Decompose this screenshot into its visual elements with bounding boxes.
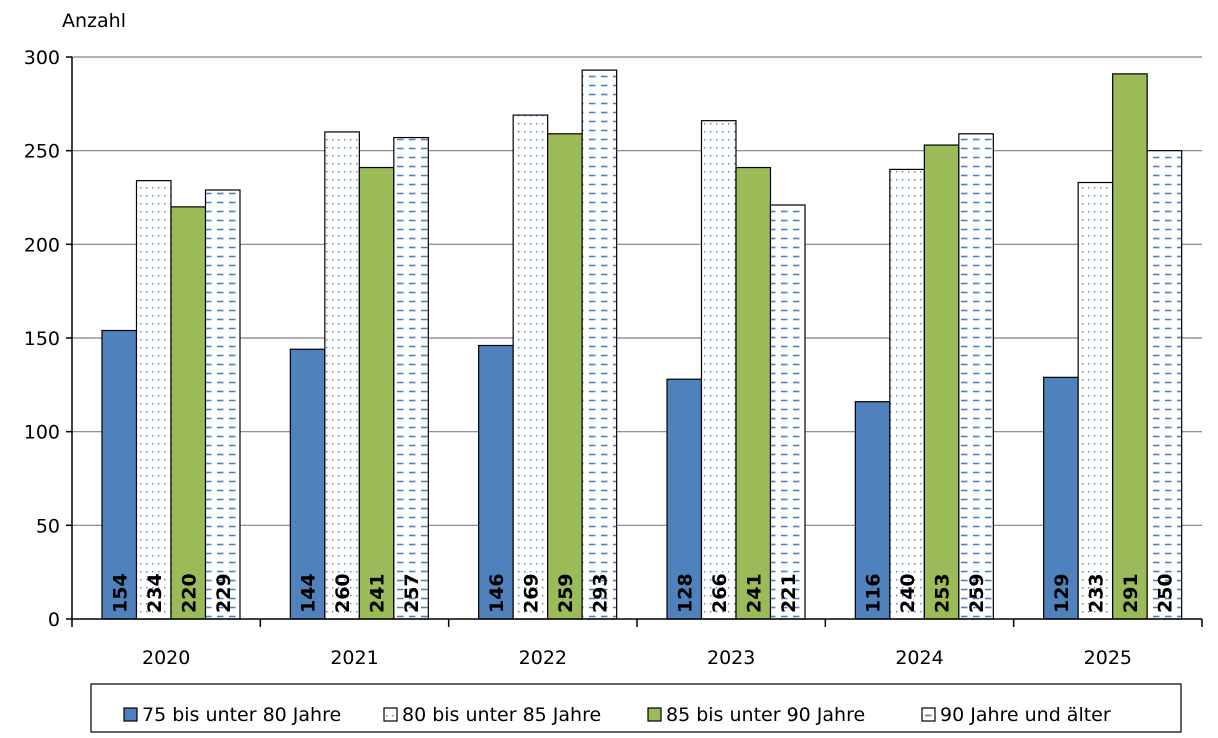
bar-value-label: 259 bbox=[555, 573, 577, 613]
bar-value-label: 220 bbox=[178, 573, 200, 613]
bar-value-label: 269 bbox=[520, 573, 542, 613]
value-labels: 154 234 220 229 144 260 241 257 146 269 259 293 128 2… bbox=[109, 573, 1176, 613]
y-tick-label: 300 bbox=[24, 47, 60, 69]
y-axis-label: Anzahl bbox=[62, 10, 126, 32]
bar bbox=[358, 166, 395, 620]
bar bbox=[666, 378, 703, 620]
bar-value-label: 221 bbox=[778, 573, 800, 613]
x-tick-label: 2023 bbox=[707, 647, 755, 669]
bar bbox=[889, 168, 925, 620]
legend-swatch bbox=[123, 707, 138, 722]
bar-value-label: 253 bbox=[932, 573, 954, 613]
y-tick-label: 250 bbox=[24, 141, 60, 163]
bar-value-label: 128 bbox=[674, 573, 696, 613]
bar bbox=[923, 144, 960, 620]
bar bbox=[1077, 181, 1114, 620]
bar bbox=[700, 120, 737, 620]
x-tick-label: 2024 bbox=[895, 647, 943, 669]
bar-value-label: 146 bbox=[486, 573, 508, 613]
bar-value-label: 293 bbox=[589, 573, 611, 613]
bar-value-label: 154 bbox=[109, 573, 131, 613]
x-tick-label: 2025 bbox=[1084, 647, 1132, 669]
bar-value-label: 234 bbox=[144, 573, 166, 613]
x-tick-label: 2022 bbox=[519, 647, 567, 669]
bar bbox=[547, 133, 583, 620]
bar-value-label: 250 bbox=[1154, 573, 1176, 613]
bars bbox=[101, 69, 1183, 620]
bar bbox=[854, 401, 891, 620]
bar-value-label: 257 bbox=[401, 573, 423, 613]
y-tick-label: 150 bbox=[24, 328, 60, 350]
bar-value-label: 229 bbox=[213, 573, 235, 613]
legend-swatch bbox=[921, 707, 936, 722]
bar-value-label: 259 bbox=[966, 573, 988, 613]
legend-label: 90 Jahre und älter bbox=[940, 704, 1111, 726]
bar bbox=[512, 114, 549, 620]
bar bbox=[1043, 376, 1079, 620]
bar bbox=[581, 69, 618, 620]
legend-label: 85 bis unter 90 Jahre bbox=[666, 704, 865, 726]
bar bbox=[735, 166, 772, 620]
legend: 75 bis unter 80 Jahre 80 bis unter 85 Jah… bbox=[90, 683, 1182, 733]
legend-label: 80 bis unter 85 Jahre bbox=[402, 704, 601, 726]
gridlines bbox=[72, 56, 1202, 526]
bar-value-label: 241 bbox=[743, 573, 765, 613]
x-tick-label: 2020 bbox=[142, 647, 190, 669]
x-tick-label: 2021 bbox=[330, 647, 378, 669]
bar bbox=[1112, 73, 1148, 620]
bar-value-label: 291 bbox=[1120, 573, 1142, 613]
bar-value-label: 240 bbox=[897, 573, 919, 613]
bar-value-label: 266 bbox=[709, 573, 731, 613]
bar bbox=[958, 133, 994, 620]
legend-swatch bbox=[383, 707, 398, 722]
legend-label: 75 bis unter 80 Jahre bbox=[142, 704, 341, 726]
legend-box bbox=[90, 683, 1182, 733]
bar-value-label: 260 bbox=[332, 573, 354, 613]
bar bbox=[324, 131, 360, 620]
bar bbox=[1146, 150, 1183, 620]
bar-value-label: 116 bbox=[863, 573, 885, 613]
bar bbox=[170, 206, 207, 620]
bar bbox=[135, 180, 172, 620]
y-tick-label: 0 bbox=[48, 609, 60, 631]
bar-value-label: 241 bbox=[367, 573, 389, 613]
bar bbox=[204, 189, 241, 620]
bar bbox=[393, 136, 429, 620]
y-tick-label: 200 bbox=[24, 234, 60, 256]
axes: 0 50 100 150 200 250 300 2020 2021 2022 2023 2024 20… bbox=[24, 47, 1203, 669]
y-tick-label: 100 bbox=[24, 422, 60, 444]
bar-value-label: 233 bbox=[1085, 573, 1107, 613]
bar-value-label: 144 bbox=[298, 573, 320, 613]
bar bbox=[769, 204, 806, 620]
bar-value-label: 129 bbox=[1051, 573, 1073, 613]
y-tick-label: 50 bbox=[36, 515, 60, 537]
legend-swatch bbox=[647, 707, 662, 722]
